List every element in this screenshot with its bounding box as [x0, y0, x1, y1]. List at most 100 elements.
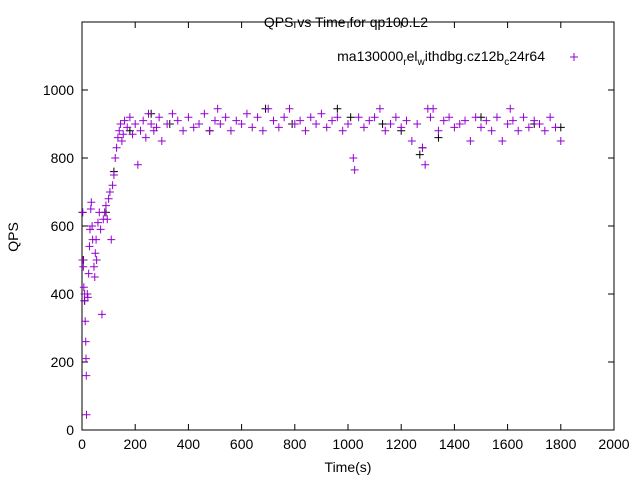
data-point: [556, 137, 565, 145]
data-point: [96, 225, 105, 234]
data-point: [248, 123, 257, 132]
data-point: [508, 116, 517, 125]
data-point: [128, 130, 137, 139]
legend-text-part: r: [403, 57, 407, 68]
data-point: [157, 137, 166, 145]
data-point: [84, 269, 93, 278]
data-point: [216, 120, 225, 128]
data-point: [120, 116, 129, 125]
legend-text-part: w: [417, 57, 426, 68]
data-point: [506, 104, 515, 113]
data-point: [91, 249, 100, 258]
data-point: [487, 126, 496, 135]
data-point: [79, 262, 88, 271]
data-point: [280, 113, 289, 122]
data-point: [445, 113, 454, 122]
data-point: [125, 113, 134, 122]
data-point: [213, 104, 222, 113]
data-point: [155, 113, 164, 122]
x-tick-label: 600: [230, 436, 254, 452]
data-point: [117, 137, 126, 145]
data-point: [455, 120, 464, 128]
data-point: [113, 133, 122, 142]
data-point: [471, 113, 480, 122]
data-point: [269, 116, 278, 125]
data-point: [540, 126, 549, 135]
plot-border: [81, 21, 615, 431]
data-point: [328, 116, 337, 125]
data-point: [514, 126, 523, 135]
data-point: [434, 126, 443, 135]
data-point: [92, 235, 101, 244]
y-tick-label: 400: [51, 286, 75, 302]
data-point: [296, 116, 305, 125]
data-point: [195, 120, 204, 128]
legend: ma130000relwithdbg.cz12bc24r64: [337, 48, 578, 68]
data-point: [333, 104, 342, 113]
data-point: [381, 126, 390, 135]
data-point: [83, 293, 92, 302]
x-tick-label: 400: [177, 436, 201, 452]
data-point: [179, 126, 188, 135]
data-point: [477, 123, 485, 132]
data-point: [141, 133, 150, 142]
data-point: [301, 126, 310, 135]
data-point: [402, 116, 411, 125]
data-point: [211, 116, 219, 125]
x-tick-label: 1800: [545, 436, 576, 452]
data-point: [205, 126, 214, 135]
data-point: [503, 120, 512, 128]
data-point: [105, 188, 114, 196]
data-point: [258, 126, 267, 135]
data-point: [264, 104, 273, 113]
y-tick-label: 0: [66, 422, 74, 438]
data-point: [349, 154, 358, 162]
data-point: [100, 208, 109, 217]
legend-label: ma130000relwithdbg.cz12bc24r64: [337, 48, 545, 68]
data-point: [551, 123, 560, 132]
data-point: [391, 113, 400, 122]
data-point: [344, 120, 352, 128]
data-point: [546, 113, 555, 122]
data-point: [333, 113, 342, 122]
data-point: [237, 120, 246, 128]
y-tick-label: 800: [51, 150, 75, 166]
data-point: [123, 123, 132, 132]
data-point: [461, 116, 470, 125]
data-point: [136, 126, 145, 135]
data-point: [131, 120, 140, 128]
x-tick-label: 800: [283, 436, 307, 452]
data-point: [111, 154, 120, 162]
data-point: [108, 181, 117, 190]
data-point: [365, 116, 374, 125]
data-point: [232, 116, 241, 125]
x-tick-label: 200: [124, 436, 148, 452]
data-point: [338, 126, 347, 135]
data-point: [88, 222, 97, 230]
data-point: [375, 104, 384, 113]
y-axis-label: QPS: [5, 222, 21, 252]
x-tick-label: 1200: [386, 436, 417, 452]
data-point: [115, 126, 124, 135]
data-point: [274, 123, 283, 132]
legend-marker: [570, 53, 578, 61]
legend-text-part: el: [407, 48, 418, 64]
data-point: [524, 123, 533, 132]
data-point: [116, 120, 125, 128]
x-axis-label: Time(s): [325, 459, 372, 475]
data-point: [168, 109, 177, 118]
data-point: [200, 109, 209, 118]
data-point: [407, 137, 416, 145]
x-tick-label: 1000: [332, 436, 363, 452]
y-tick-label: 1000: [43, 82, 74, 98]
data-point: [189, 123, 198, 132]
legend-text-part: ithdbg.cz12b: [425, 48, 505, 64]
data-point: [81, 337, 90, 346]
data-point: [386, 120, 395, 128]
legend-text-part: 24r64: [509, 48, 545, 64]
data-point: [97, 310, 106, 319]
data-point: [535, 120, 544, 128]
y-tick-label: 600: [51, 218, 75, 234]
data-point: [78, 256, 87, 264]
